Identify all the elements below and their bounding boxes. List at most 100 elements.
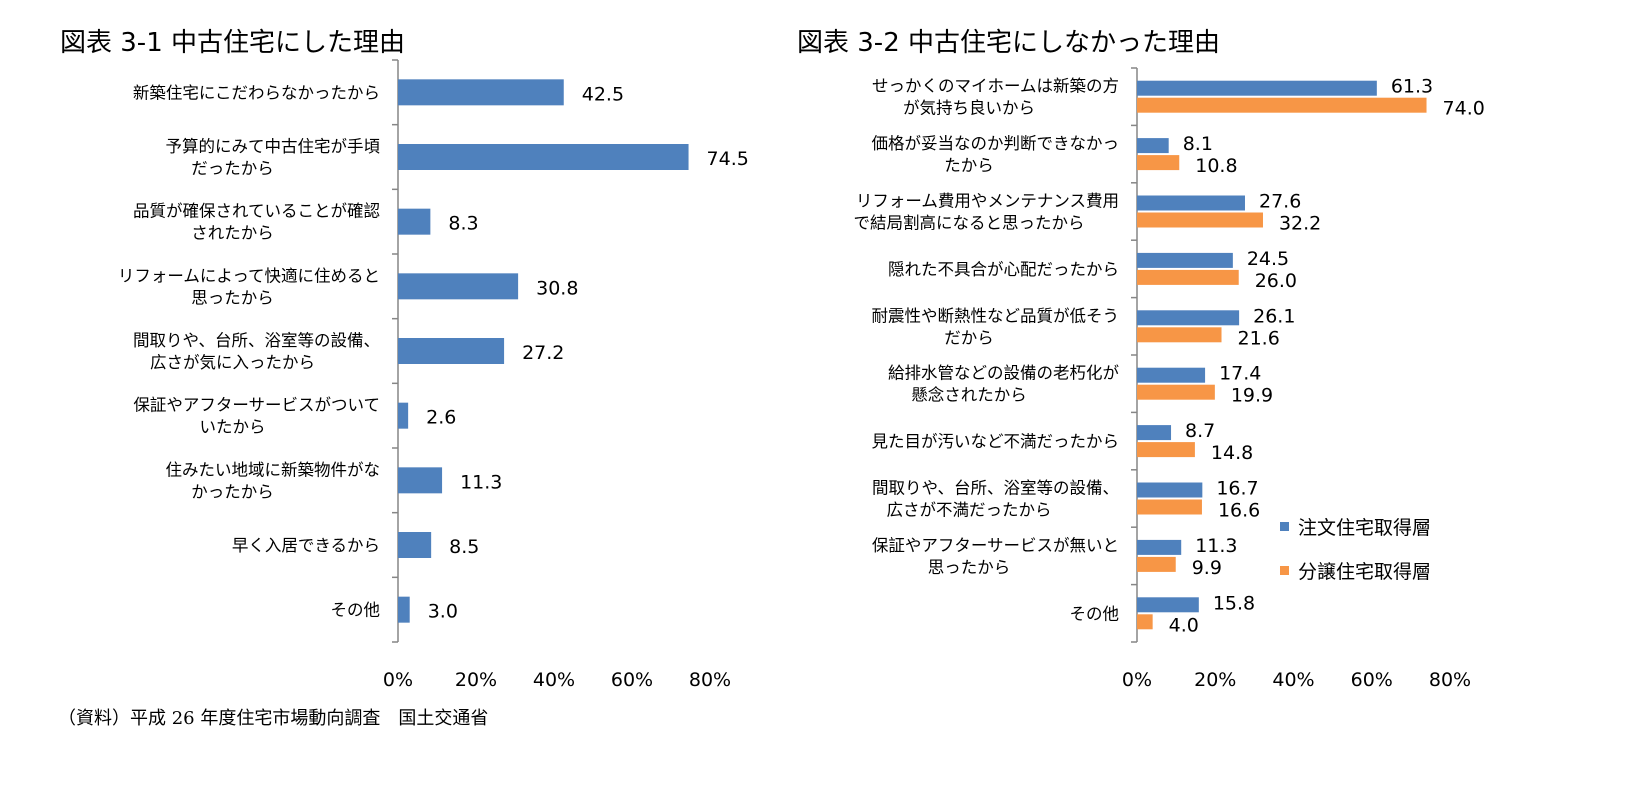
- category-label: 間取りや、台所、浴室等の設備、: [133, 331, 380, 350]
- category-label: 新築住宅にこだわらなかったから: [133, 83, 380, 102]
- data-label: 16.6: [1218, 500, 1260, 522]
- bar-series-1: [1137, 367, 1206, 383]
- data-label: 11.3: [460, 471, 502, 493]
- data-label: 26.1: [1253, 305, 1295, 327]
- bar-series-1: [1137, 138, 1169, 154]
- bar-series-2: [1137, 442, 1195, 458]
- data-label: 27.2: [522, 342, 564, 364]
- data-label: 8.5: [449, 536, 479, 558]
- data-label: 3.0: [428, 601, 458, 623]
- data-label: 8.1: [1183, 133, 1213, 155]
- bar-series-1: [1137, 195, 1245, 211]
- bar-series-2: [1137, 269, 1239, 285]
- category-label: が気持ち良いから: [903, 99, 1035, 118]
- data-label: 21.6: [1238, 327, 1280, 349]
- category-label: せっかくのマイホームは新築の方: [872, 77, 1119, 96]
- category-label: 早く入居できるから: [232, 536, 380, 555]
- bar-series-2: [1137, 212, 1263, 228]
- data-label: 9.9: [1192, 557, 1222, 579]
- bar-series-2: [1137, 614, 1153, 630]
- data-label: 42.5: [582, 83, 624, 105]
- bar: [398, 144, 689, 170]
- data-label: 8.7: [1185, 420, 1215, 442]
- x-tick-label: 40%: [1272, 669, 1314, 691]
- bar: [398, 467, 443, 494]
- category-label: 品質が確保されていることが確認: [133, 202, 380, 221]
- data-label: 14.8: [1211, 442, 1253, 464]
- data-label: 4.0: [1169, 614, 1199, 636]
- category-label: 思ったから: [928, 558, 1011, 577]
- bar-series-2: [1137, 499, 1202, 515]
- category-label: 住みたい地域に新築物件がな: [166, 460, 381, 479]
- category-label: 見た目が汚いなど不満だったから: [872, 432, 1120, 451]
- chart-1-title: 図表 3-1 中古住宅にした理由: [60, 28, 405, 58]
- bar: [398, 402, 409, 429]
- x-tick-label: 60%: [611, 669, 653, 691]
- data-label: 8.3: [448, 213, 478, 235]
- bar-series-1: [1137, 597, 1199, 613]
- x-tick-label: 0%: [1122, 669, 1152, 691]
- bar-series-1: [1137, 310, 1240, 326]
- category-label: 保証やアフターサービスが無いと: [872, 536, 1119, 555]
- category-label: 価格が妥当なのか判断できなかっ: [872, 134, 1120, 153]
- category-label: 懸念されたから: [911, 385, 1027, 405]
- data-label: 61.3: [1391, 76, 1433, 98]
- data-label: 15.8: [1213, 592, 1255, 614]
- chart-2-title: 図表 3-2 中古住宅にしなかった理由: [797, 28, 1220, 58]
- bar: [398, 596, 410, 623]
- data-label: 74.5: [707, 148, 749, 170]
- data-label: 24.5: [1247, 248, 1289, 270]
- category-label: リフォームによって快適に住めると: [118, 266, 380, 285]
- category-label: 思ったから: [191, 288, 274, 307]
- bar: [398, 273, 519, 300]
- data-label: 26.0: [1255, 270, 1297, 292]
- bar: [398, 532, 432, 558]
- x-tick-label: 0%: [383, 669, 413, 691]
- bar-series-1: [1137, 539, 1182, 555]
- bar-series-2: [1137, 97, 1427, 113]
- data-label: 17.4: [1219, 363, 1261, 385]
- category-label: されたから: [191, 224, 274, 243]
- bar: [398, 79, 564, 106]
- bar: [398, 338, 505, 364]
- category-label: だったから: [191, 159, 274, 178]
- x-tick-label: 80%: [1429, 669, 1471, 691]
- source-note: （資料）平成 26 年度住宅市場動向調査 国土交通省: [58, 708, 489, 729]
- x-tick-label: 20%: [1194, 669, 1236, 691]
- category-label: かったから: [191, 482, 274, 501]
- legend-label: 分譲住宅取得層: [1298, 561, 1431, 583]
- category-label: 保証やアフターサービスがついて: [133, 396, 380, 415]
- data-label: 19.9: [1231, 385, 1273, 407]
- x-tick-label: 60%: [1351, 669, 1393, 691]
- data-label: 30.8: [536, 277, 578, 299]
- data-label: 2.6: [426, 407, 456, 429]
- legend-swatch: [1280, 566, 1289, 575]
- bar-series-2: [1137, 327, 1222, 343]
- bar-series-1: [1137, 482, 1203, 498]
- bar: [398, 208, 431, 235]
- category-label: たから: [944, 156, 994, 175]
- data-label: 32.2: [1279, 213, 1321, 235]
- bar-series-1: [1137, 80, 1377, 96]
- x-tick-label: 20%: [455, 669, 497, 691]
- x-tick-label: 80%: [689, 669, 731, 691]
- legend-label: 注文住宅取得層: [1298, 517, 1431, 539]
- bar-series-1: [1137, 425, 1172, 441]
- x-tick-label: 40%: [533, 669, 575, 691]
- category-label: だから: [944, 328, 994, 347]
- category-label: 予算的にみて中古住宅が手頃: [166, 137, 381, 156]
- category-label: リフォーム費用やメンテナンス費用: [856, 192, 1119, 211]
- category-label: 隠れた不具合が心配だったから: [888, 260, 1119, 279]
- bar-series-2: [1137, 556, 1176, 572]
- bar-series-2: [1137, 384, 1215, 400]
- category-label: その他: [331, 601, 381, 620]
- bar-series-1: [1137, 252, 1233, 268]
- bar-series-2: [1137, 155, 1180, 171]
- category-label: いたから: [200, 418, 266, 437]
- category-label: 給排水管などの設備の老朽化が: [888, 364, 1120, 383]
- data-label: 11.3: [1195, 535, 1237, 557]
- category-label: 広さが気に入ったから: [150, 353, 315, 372]
- data-label: 10.8: [1195, 155, 1237, 177]
- category-label: で結局割高になると思ったから: [854, 214, 1085, 233]
